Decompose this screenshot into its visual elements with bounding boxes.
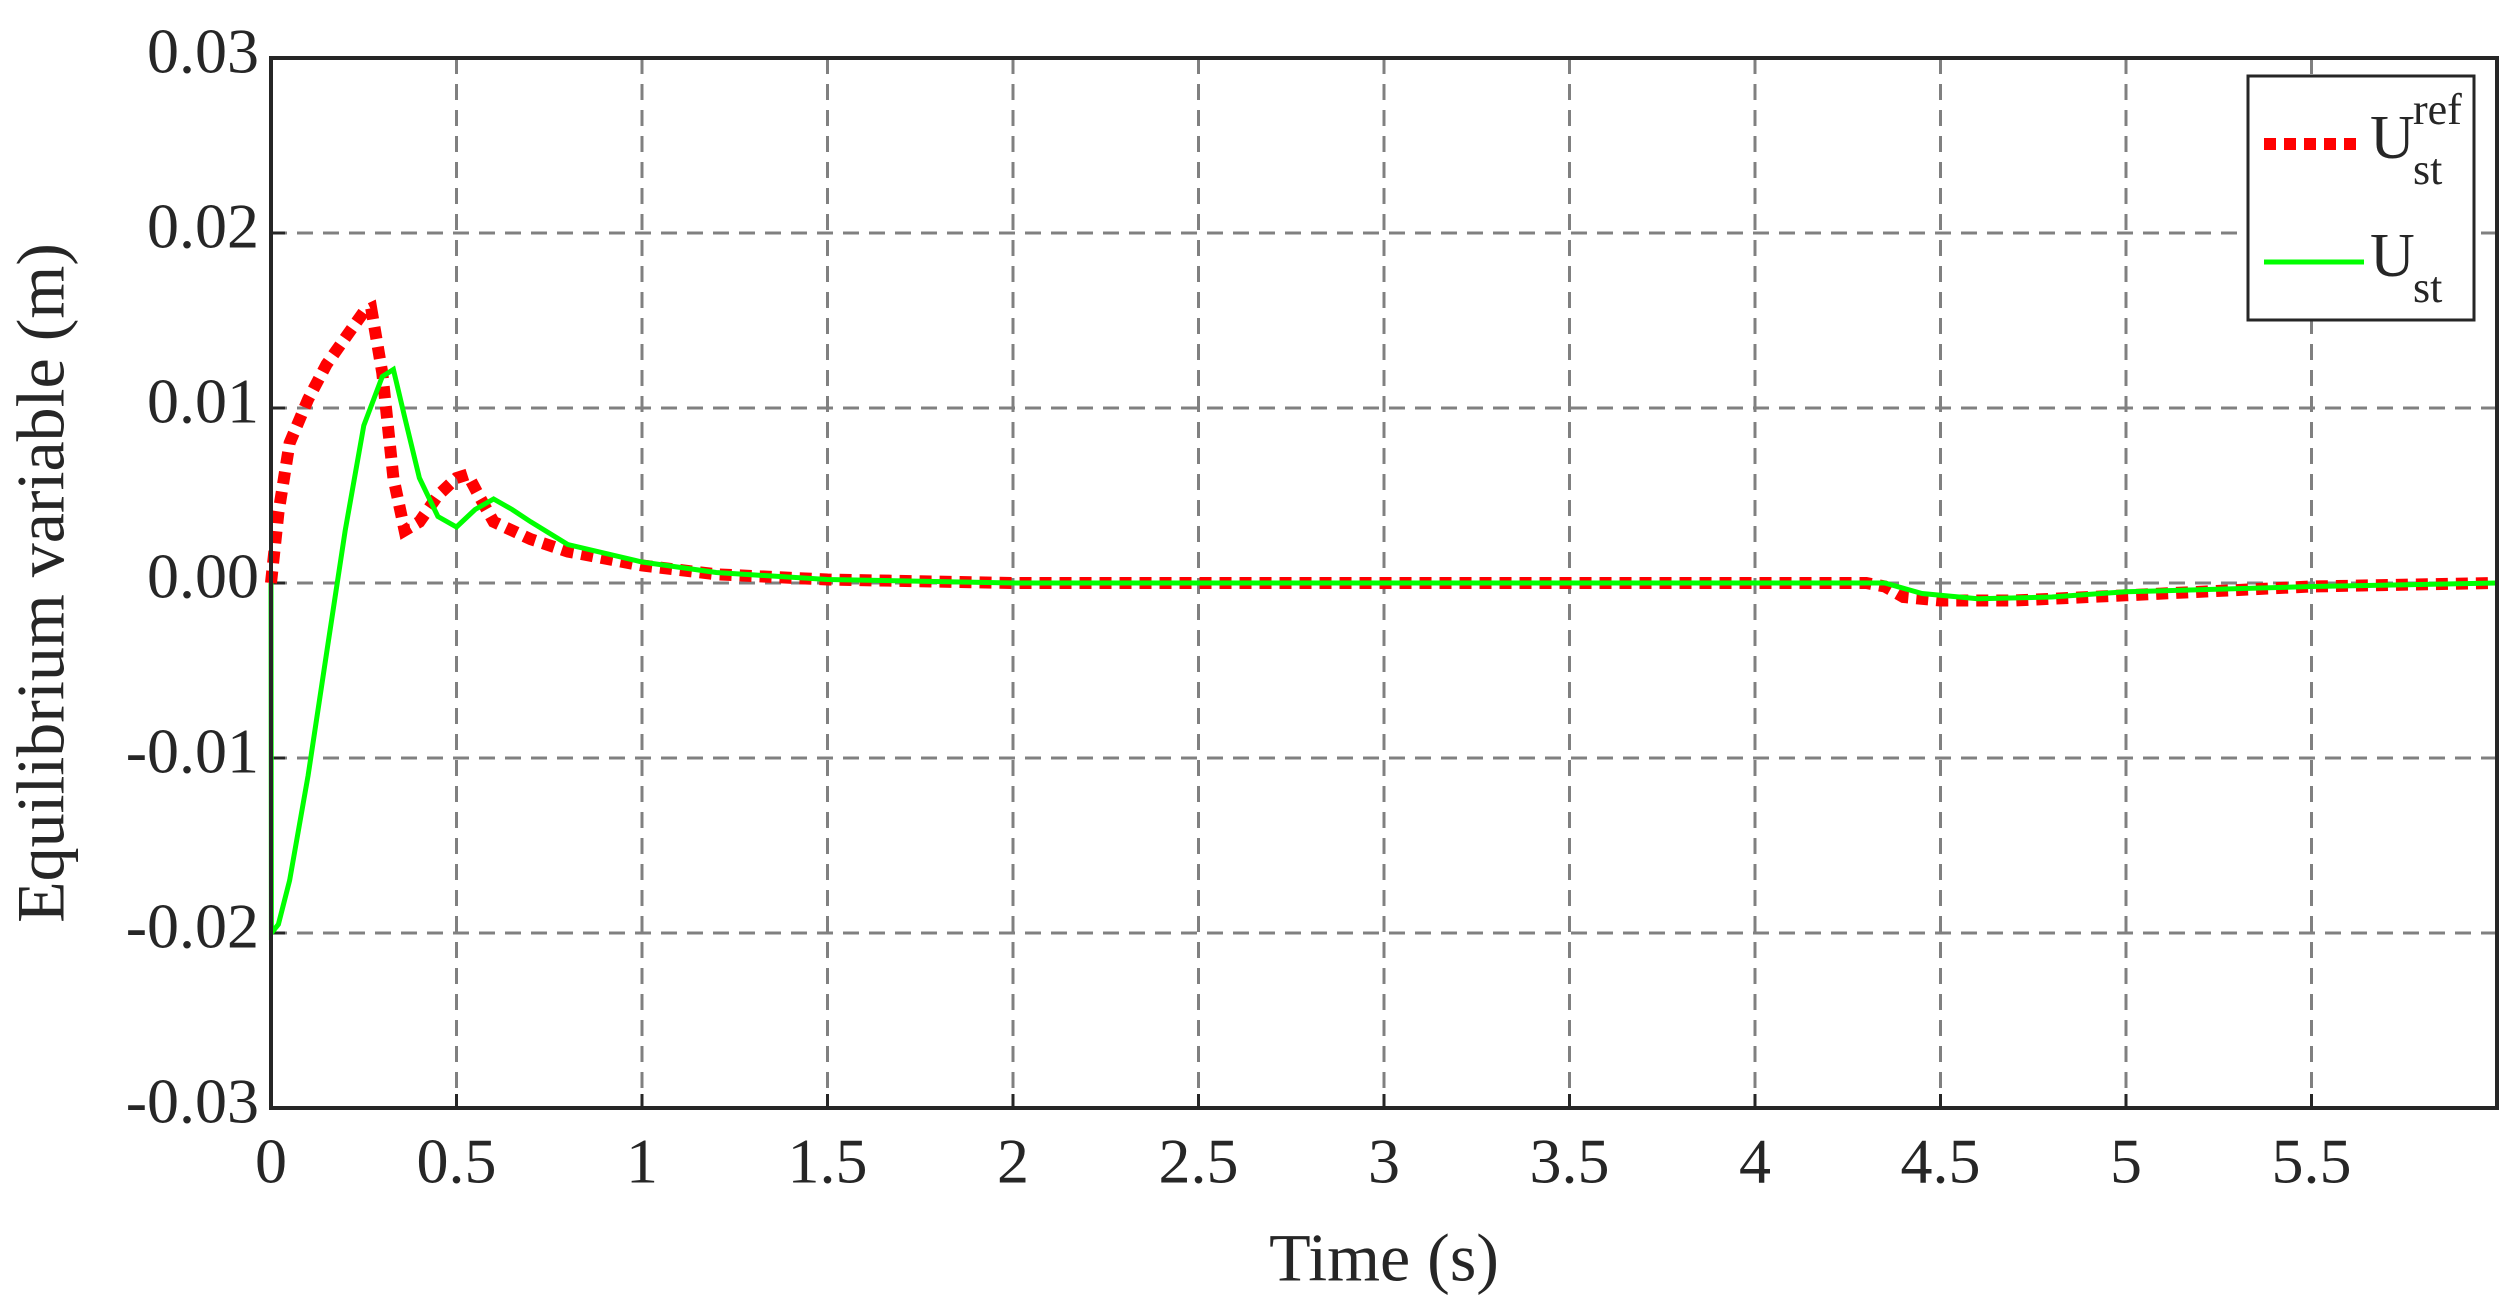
x-tick-label: 1 (626, 1126, 658, 1197)
y-tick-label: 0.03 (147, 16, 259, 87)
x-tick-label: 1.5 (788, 1126, 868, 1197)
x-tick-label: 3 (1368, 1126, 1400, 1197)
x-tick-label: 4.5 (1901, 1126, 1981, 1197)
legend-label: U (2370, 222, 2415, 290)
y-tick-label: -0.03 (126, 1066, 259, 1137)
y-axis-title: Equilibrium variable (m) (3, 243, 79, 923)
series-line (268, 365, 2498, 941)
y-tick-label: 0.01 (147, 366, 259, 437)
x-tick-label: 3.5 (1530, 1126, 1610, 1197)
x-tick-label: 0.5 (417, 1126, 497, 1197)
x-tick-label: 5 (2110, 1126, 2142, 1197)
legend-box (2246, 74, 2476, 322)
x-tick-label: 4 (1739, 1126, 1771, 1197)
y-tick-label: 0.00 (147, 541, 259, 612)
y-tick-label: -0.02 (126, 891, 259, 962)
x-tick-label: 2 (997, 1126, 1029, 1197)
legend-subscript: st (2413, 145, 2442, 194)
x-tick-label: 5.5 (2272, 1126, 2352, 1197)
series-line (265, 299, 2498, 607)
x-axis-title: Time (s) (1269, 1220, 1499, 1296)
x-tick-label: 2.5 (1159, 1126, 1239, 1197)
legend-subscript: st (2413, 263, 2442, 312)
y-tick-label: -0.01 (126, 716, 259, 787)
legend-superscript: ref (2413, 85, 2462, 134)
plot-frame (269, 56, 2499, 1110)
x-tick-label: 0 (255, 1126, 287, 1197)
y-tick-label: 0.02 (147, 191, 259, 262)
legend-label: U (2370, 104, 2415, 172)
